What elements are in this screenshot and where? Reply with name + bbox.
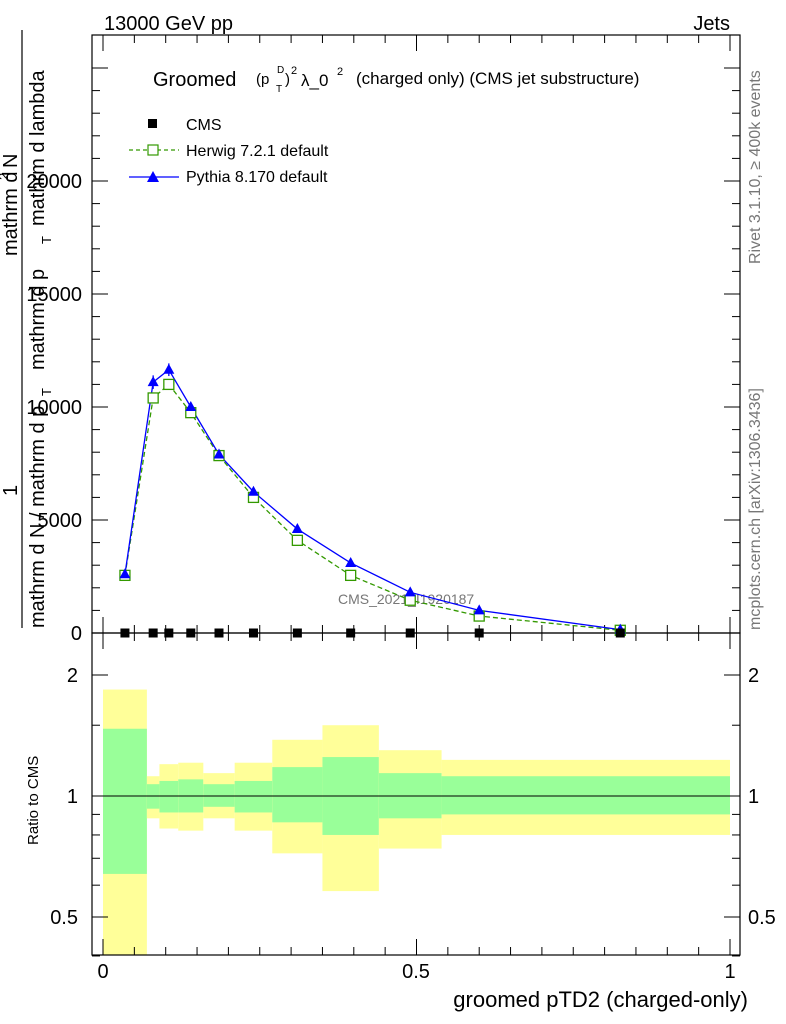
y-label-one: 1	[0, 485, 22, 496]
ratio-band-green-0	[103, 728, 147, 874]
y-tick-label-10000: 10000	[26, 397, 82, 419]
legend-herwig-label: Herwig 7.2.1 default	[186, 143, 329, 160]
cms-point-1	[148, 628, 158, 638]
y-tick-label-5000: 5000	[38, 510, 83, 532]
legend-pythia-marker	[147, 171, 159, 182]
ratio-tick-labels: 0.5 1 2 0.5 1 2	[50, 665, 776, 929]
y-tick-label-20000: 20000	[26, 171, 82, 193]
pythia-point-3	[185, 401, 197, 411]
mcplots-credit-label: mcplots.cern.ch [arXiv:1306.3436]	[747, 388, 764, 630]
ratio-band-green-9	[441, 776, 730, 815]
y-tick-label-0: 0	[71, 623, 82, 645]
y-label-den2-sub: T	[39, 236, 54, 244]
pythia-point-6	[291, 523, 303, 534]
title-rest: (charged only) (CMS jet substructure)	[356, 69, 639, 88]
x-tick-labels: 0 0.5 1	[97, 961, 735, 983]
cms-point-8	[405, 628, 415, 638]
pythia-point-0	[119, 568, 131, 579]
title-word: Groomed	[153, 69, 236, 91]
legend-herwig-marker	[147, 144, 159, 156]
cms-point-9	[474, 628, 484, 638]
pythia-point-4	[213, 448, 225, 459]
legend-cms-label: CMS	[186, 117, 222, 134]
cms-point-3	[186, 628, 196, 638]
legend-cms-marker	[148, 119, 157, 128]
y-label-den2-rest: mathrm d lambda	[27, 70, 49, 226]
y-tick-label-15000: 15000	[26, 284, 82, 306]
ratio-tick-label-05-right: 0.5	[748, 907, 776, 929]
pythia-point-2	[163, 363, 175, 374]
y-axis-label: 1 mathrm d N / mathrm d p T mathrm d 2 N…	[0, 30, 54, 628]
y-label-num-top: mathrm d	[0, 172, 22, 256]
herwig-point-6	[291, 534, 304, 546]
cms-point-5	[248, 628, 258, 638]
title-sym-t: T	[276, 84, 282, 95]
ratio-band-green-6	[272, 767, 323, 823]
x-tick-label-0: 0	[97, 961, 108, 983]
legend: CMS Herwig 7.2.1 default Pythia 8.170 de…	[129, 117, 329, 186]
ratio-band-green-4	[203, 784, 235, 807]
title-sym-p: (p	[256, 71, 269, 88]
y-label-num-main: N	[0, 154, 22, 168]
y-label-den-sub: T	[39, 388, 54, 396]
y-label-denominator: mathrm d N / mathrm d p	[27, 406, 49, 628]
ratio-band-green-2	[159, 780, 179, 813]
ratio-tick-label-2-left: 2	[67, 665, 78, 687]
cms-point-4	[214, 628, 224, 638]
header-process: Jets	[693, 13, 730, 35]
cms-point-2	[164, 628, 174, 638]
ratio-tick-label-1-left: 1	[67, 786, 78, 808]
rivet-version-label: Rivet 3.1.10, ≥ 400k events	[747, 70, 764, 264]
title-sym-close: )	[285, 71, 290, 88]
pythia-point-5	[247, 485, 259, 496]
ratio-axis-label: Ratio to CMS	[25, 756, 42, 845]
y-label-den2: mathrm d p	[27, 269, 49, 370]
herwig-point-8	[404, 594, 416, 606]
title-sym-d: D	[277, 65, 284, 76]
pythia-point-8	[404, 586, 416, 597]
chart-title: Groomed (p D T ) 2 λ_0 2 (charged only) …	[153, 65, 639, 95]
pythia-point-9	[473, 604, 485, 615]
ratio-band-group	[103, 689, 730, 955]
y-tick-labels: 0 5000 10000 15000 20000	[26, 171, 82, 645]
cms-point-6	[292, 628, 302, 638]
herwig-point-1	[147, 392, 159, 404]
herwig-point-7	[345, 569, 357, 582]
herwig-point-2	[163, 378, 175, 391]
cms-point-0	[120, 628, 130, 638]
header-energy: 13000 GeV pp	[104, 13, 233, 35]
ratio-tick-label-2-right: 2	[748, 665, 759, 687]
legend-pythia-label: Pythia 8.170 default	[186, 169, 328, 186]
cms-point-7	[346, 628, 356, 638]
x-tick-label-1: 1	[724, 961, 735, 983]
ratio-tick-label-05-left: 0.5	[50, 907, 78, 929]
ratio-tick-label-1-right: 1	[748, 786, 759, 808]
y-label-num-sup: 2	[0, 173, 11, 180]
title-sym-exp: 2	[291, 65, 297, 77]
pythia-point-7	[345, 556, 357, 567]
title-sym-lambda-exp: 2	[337, 66, 343, 78]
series-group	[119, 363, 626, 638]
x-tick-label-05: 0.5	[402, 961, 430, 983]
cms-point-10	[615, 628, 625, 638]
pythia-point-1	[147, 376, 159, 387]
x-axis-label: groomed pTD2 (charged-only)	[453, 987, 748, 1012]
ratio-band-green-5	[234, 780, 273, 813]
title-sym-lambda: λ_0	[301, 71, 328, 90]
